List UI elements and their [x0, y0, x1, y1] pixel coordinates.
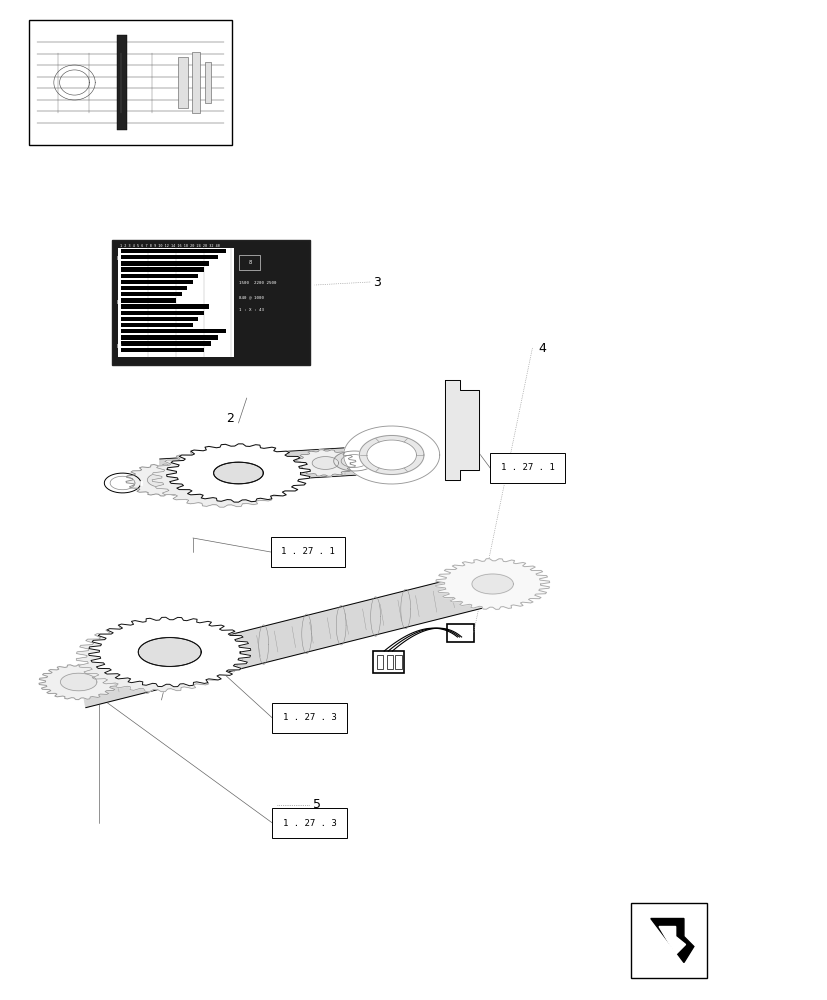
Text: 1 : X : 43: 1 : X : 43 [239, 308, 264, 312]
Text: 4: 4 [538, 342, 546, 355]
Bar [178, 57, 188, 107]
Bar [121, 311, 203, 315]
Text: II: II [117, 300, 121, 305]
Polygon shape [114, 650, 164, 674]
Polygon shape [333, 451, 375, 471]
Bar [121, 292, 181, 296]
Text: 1500  2200 2500: 1500 2200 2500 [239, 281, 276, 285]
Polygon shape [161, 473, 300, 505]
Polygon shape [213, 462, 263, 484]
Polygon shape [213, 462, 263, 484]
Text: 1 . 27 . 1: 1 . 27 . 1 [500, 464, 553, 473]
Polygon shape [658, 926, 685, 954]
Bar [272, 808, 347, 838]
Polygon shape [138, 638, 201, 666]
Polygon shape [166, 444, 310, 502]
Text: 8: 8 [248, 260, 251, 265]
Bar [121, 348, 203, 352]
Text: 3: 3 [372, 275, 380, 288]
Bar [112, 240, 310, 365]
Polygon shape [87, 652, 240, 689]
Polygon shape [359, 436, 423, 474]
Polygon shape [138, 638, 201, 666]
Text: 2: 2 [226, 412, 234, 424]
Polygon shape [343, 426, 439, 484]
Polygon shape [79, 564, 516, 708]
Bar [121, 329, 226, 333]
Bar [376, 655, 383, 669]
Bar [447, 624, 473, 642]
Polygon shape [152, 449, 295, 507]
Bar [118, 248, 233, 357]
Bar [490, 453, 564, 483]
Polygon shape [60, 673, 97, 691]
Text: I: I [117, 256, 118, 261]
Bar [630, 903, 706, 978]
Text: 1 . 27 . 3: 1 . 27 . 3 [283, 818, 336, 828]
Bar [121, 249, 226, 253]
Bar [121, 298, 176, 303]
Polygon shape [39, 664, 118, 700]
Polygon shape [312, 457, 338, 469]
Bar [121, 341, 211, 346]
Bar [121, 274, 198, 278]
Bar [386, 655, 393, 669]
Bar [121, 323, 193, 327]
Polygon shape [435, 559, 549, 609]
Bar [372, 651, 404, 673]
Text: 1 . 27 . 3: 1 . 27 . 3 [283, 714, 336, 722]
Bar [121, 286, 187, 290]
Polygon shape [104, 473, 141, 493]
Bar [121, 255, 218, 259]
Bar [121, 317, 198, 321]
Bar [239, 255, 260, 270]
Bar [121, 335, 218, 340]
Polygon shape [126, 464, 202, 496]
Text: III: III [117, 344, 122, 349]
Text: 840 @ 1000: 840 @ 1000 [239, 295, 264, 299]
Polygon shape [147, 472, 180, 488]
Bar [394, 655, 401, 669]
Bar [29, 20, 232, 145]
Bar [204, 62, 211, 103]
Polygon shape [294, 450, 356, 476]
Polygon shape [366, 440, 416, 470]
Bar [121, 304, 209, 309]
Bar [272, 703, 347, 733]
Bar [121, 267, 203, 272]
Polygon shape [160, 444, 399, 487]
Text: 1: 1 [313, 722, 321, 734]
Polygon shape [650, 918, 693, 962]
Bar [117, 35, 127, 130]
Polygon shape [199, 467, 248, 489]
Bar [121, 280, 193, 284]
Polygon shape [445, 380, 478, 480]
Polygon shape [76, 622, 238, 692]
Polygon shape [126, 643, 189, 671]
Polygon shape [88, 617, 251, 687]
Text: 1 2 3 4 5 6 7 8 9 10 12 14 16 18 20 24 28 32 40: 1 2 3 4 5 6 7 8 9 10 12 14 16 18 20 24 2… [120, 244, 220, 248]
Bar [270, 537, 345, 567]
Text: 5: 5 [313, 798, 321, 812]
Bar [121, 261, 209, 266]
Bar [192, 52, 200, 112]
Polygon shape [471, 574, 513, 594]
Text: 1 . 27 . 1: 1 . 27 . 1 [281, 548, 334, 556]
